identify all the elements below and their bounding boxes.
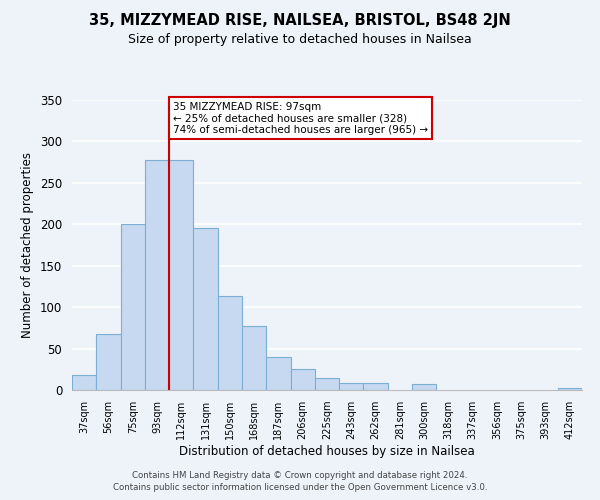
Bar xyxy=(145,160,169,390)
Bar xyxy=(193,228,218,390)
Bar xyxy=(242,326,266,390)
Bar xyxy=(218,296,242,390)
Bar xyxy=(558,388,582,390)
Bar xyxy=(290,370,315,390)
Bar xyxy=(315,378,339,390)
Bar xyxy=(96,334,121,390)
Text: Size of property relative to detached houses in Nailsea: Size of property relative to detached ho… xyxy=(128,32,472,46)
Bar xyxy=(121,224,145,390)
Y-axis label: Number of detached properties: Number of detached properties xyxy=(22,152,34,338)
X-axis label: Distribution of detached houses by size in Nailsea: Distribution of detached houses by size … xyxy=(179,445,475,458)
Text: Contains HM Land Registry data © Crown copyright and database right 2024.
Contai: Contains HM Land Registry data © Crown c… xyxy=(113,471,487,492)
Bar xyxy=(339,384,364,390)
Bar xyxy=(72,375,96,390)
Bar xyxy=(266,357,290,390)
Bar xyxy=(169,160,193,390)
Text: 35 MIZZYMEAD RISE: 97sqm
← 25% of detached houses are smaller (328)
74% of semi-: 35 MIZZYMEAD RISE: 97sqm ← 25% of detach… xyxy=(173,102,428,135)
Bar xyxy=(364,384,388,390)
Bar xyxy=(412,384,436,390)
Text: 35, MIZZYMEAD RISE, NAILSEA, BRISTOL, BS48 2JN: 35, MIZZYMEAD RISE, NAILSEA, BRISTOL, BS… xyxy=(89,12,511,28)
